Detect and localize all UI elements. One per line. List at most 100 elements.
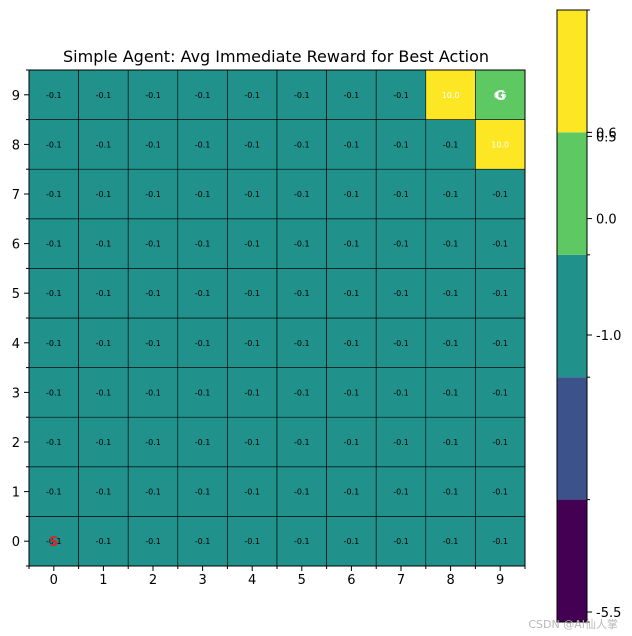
heatmap-cell	[425, 367, 476, 418]
heatmap-cell	[475, 516, 526, 567]
heatmap-cell	[177, 218, 228, 269]
heatmap-cell	[475, 317, 526, 368]
cell-value-label: -0.1	[294, 488, 310, 497]
cell-value-label: -0.1	[443, 240, 459, 249]
cell-value-label: -0.1	[393, 289, 409, 298]
x-tick-label: 9	[496, 573, 504, 588]
colorbar: -5.5 -1.0 0.0 0.50.6	[556, 9, 621, 623]
cell-value-label: -0.1	[393, 190, 409, 199]
cell-value-label: 10.0	[442, 91, 460, 100]
cell-value-label: -0.1	[294, 240, 310, 249]
cell-value-label: -0.1	[195, 488, 211, 497]
cell-value-label: -0.1	[344, 91, 360, 100]
cell-value-label: -0.1	[195, 289, 211, 298]
cell-value-label: -0.1	[393, 488, 409, 497]
cell-value-label: -0.1	[145, 289, 161, 298]
heatmap-cell	[28, 317, 79, 368]
heatmap-cell	[375, 317, 427, 368]
cell-marker: S	[49, 535, 58, 550]
cell-value-label: -0.1	[492, 488, 508, 497]
cell-value-label: -0.1	[443, 190, 459, 199]
cell-value-label: -0.1	[96, 438, 112, 447]
cell-value-label: -0.1	[244, 289, 260, 298]
cell-value-label: -0.1	[145, 537, 161, 546]
heatmap-markers: SG	[49, 89, 505, 550]
heatmap-cell	[375, 268, 427, 319]
cell-value-label: -0.1	[393, 240, 409, 249]
cell-value-label: 10.0	[491, 140, 509, 149]
cell-value-label: -0.1	[244, 91, 260, 100]
x-tick-label: 1	[99, 573, 107, 588]
heatmap-cell	[276, 416, 327, 468]
cell-value-label: -0.1	[46, 91, 62, 100]
cell-value-label: -0.1	[96, 190, 112, 199]
cell-value-label: -0.1	[443, 537, 459, 546]
heatmap-cell	[227, 69, 278, 120]
cell-value-label: -0.1	[294, 289, 310, 298]
cell-value-label: -0.1	[96, 537, 112, 546]
cell-value-label: -0.1	[492, 388, 508, 397]
heatmap-cell	[375, 466, 427, 517]
heatmap-cell	[326, 218, 377, 269]
heatmap-cell	[127, 416, 179, 468]
heatmap-cell	[28, 69, 79, 120]
cell-value-label: -0.1	[46, 140, 62, 149]
heatmap-cell	[227, 268, 278, 319]
cell-value-label: -0.1	[96, 91, 112, 100]
colorbar-bin	[557, 254, 587, 378]
cell-value-label: -0.1	[294, 537, 310, 546]
cell-value-label: -0.1	[344, 240, 360, 249]
cell-value-label: -0.1	[244, 240, 260, 249]
cell-value-label: -0.1	[46, 388, 62, 397]
heatmap-cell	[227, 168, 278, 220]
heatmap-cell	[276, 168, 327, 220]
heatmap-cell	[375, 367, 427, 418]
heatmap-cell-labels: -0.1 -0.1 -0.1 -0.1 -0.1 -0.1 -0.1 -0.1 -0.1 -0.1…	[46, 91, 509, 546]
y-tick-label: 9	[12, 89, 20, 104]
heatmap-cell	[227, 119, 278, 170]
cell-value-label: -0.1	[46, 488, 62, 497]
cell-value-label: -0.1	[294, 190, 310, 199]
cell-value-label: -0.1	[393, 91, 409, 100]
heatmap-cell	[177, 168, 228, 220]
cell-value-label: -0.1	[492, 190, 508, 199]
cell-value-label: -0.1	[344, 438, 360, 447]
colorbar-bin	[557, 132, 587, 255]
heatmap-cell	[425, 168, 476, 220]
cell-value-label: -0.1	[443, 289, 459, 298]
heatmap-cell	[28, 466, 79, 517]
cell-value-label: -0.1	[145, 339, 161, 348]
cell-value-label: -0.1	[443, 438, 459, 447]
heatmap-cell	[425, 416, 476, 468]
y-tick-label: 2	[12, 436, 20, 451]
cell-value-label: -0.1	[195, 537, 211, 546]
cell-value-label: -0.1	[344, 140, 360, 149]
heatmap-cell	[326, 69, 377, 120]
cell-value-label: -0.1	[46, 339, 62, 348]
y-tick-label: 5	[12, 287, 20, 302]
cell-value-label: -0.1	[294, 438, 310, 447]
y-tick-label: 3	[12, 386, 20, 401]
heatmap-cell	[227, 317, 278, 368]
heatmap-cell	[475, 416, 526, 468]
cell-value-label: -0.1	[244, 190, 260, 199]
cell-value-label: -0.1	[96, 388, 112, 397]
heatmap-cell	[227, 218, 278, 269]
watermark: CSDN @AI仙人掌	[528, 618, 618, 631]
heatmap-cell	[326, 119, 377, 170]
cell-value-label: -0.1	[195, 339, 211, 348]
heatmap-cell	[28, 268, 79, 319]
heatmap-cell	[326, 268, 377, 319]
heatmap-cell	[425, 516, 476, 567]
colorbar-tick-label: 0.6	[596, 126, 617, 141]
cell-value-label: -0.1	[393, 140, 409, 149]
heatmap-cell	[276, 367, 327, 418]
cell-value-label: -0.1	[96, 488, 112, 497]
cell-value-label: -0.1	[393, 339, 409, 348]
heatmap-cell	[475, 367, 526, 418]
cell-value-label: -0.1	[294, 388, 310, 397]
y-tick-label: 6	[12, 238, 20, 253]
cell-value-label: -0.1	[244, 388, 260, 397]
cell-value-label: -0.1	[46, 289, 62, 298]
y-tick-label: 8	[12, 138, 20, 153]
